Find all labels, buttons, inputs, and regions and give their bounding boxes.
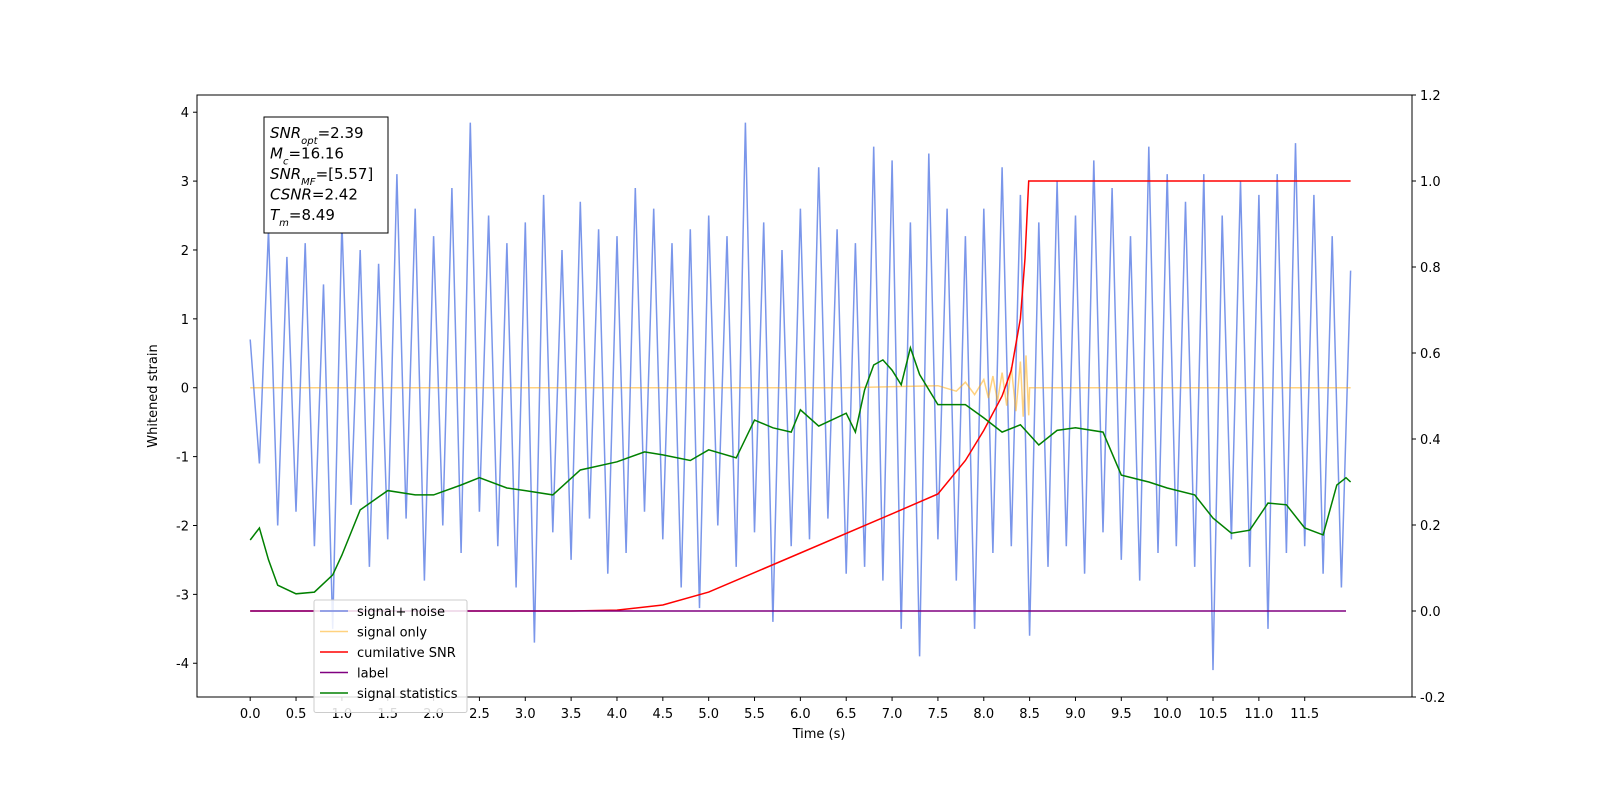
y2-tick-label: -0.2 (1420, 691, 1445, 706)
y-tick-label: -1 (176, 451, 189, 466)
axes-frame (196, 94, 1413, 698)
annotation-value: =16.16 (288, 145, 344, 163)
x-tick-label: 10.0 (1153, 707, 1182, 722)
legend-label: label (357, 667, 388, 682)
annotation-sub: m (279, 218, 289, 229)
annotation-sub: c (283, 156, 289, 167)
series-line (250, 180, 1351, 612)
series-line (250, 355, 1351, 417)
series-line (249, 345, 1352, 595)
x-tick-label: 6.0 (790, 707, 811, 722)
x-tick-label: 11.0 (1244, 707, 1273, 722)
y-tick-label: 3 (181, 175, 189, 190)
y-tick-label: -2 (176, 519, 189, 534)
annotation-line: CSNR=2.42 (270, 186, 358, 204)
legend-label: cumilative SNR (357, 646, 456, 661)
y2-tick-label: 0.8 (1420, 261, 1441, 276)
y2-tick-label: 0.4 (1420, 433, 1441, 448)
annotation-value: =8.49 (289, 206, 335, 224)
annotation-value: =2.39 (318, 124, 364, 142)
series-line (249, 122, 1352, 671)
x-tick-label: 7.5 (928, 707, 949, 722)
x-tick-label: 11.5 (1290, 707, 1319, 722)
x-tick-label: 8.5 (1019, 707, 1040, 722)
y-tick-label: 2 (181, 244, 189, 259)
annotation-box (263, 116, 389, 234)
y-tick-label: -3 (176, 588, 189, 603)
x-tick-label: 5.5 (744, 707, 765, 722)
x-tick-label: 6.5 (836, 707, 857, 722)
x-tick-label: 0.0 (240, 707, 261, 722)
legend-label: signal+ noise (357, 605, 445, 620)
annotation-base: SNR (270, 124, 301, 142)
y-tick-label: 4 (181, 106, 189, 121)
x-tick-label: 0.5 (286, 707, 307, 722)
x-tick-label: 4.5 (652, 707, 673, 722)
x-tick-label: 2.5 (469, 707, 490, 722)
y2-tick-label: 1.2 (1420, 89, 1441, 104)
annotation-value: =[5.57] (316, 165, 374, 183)
x-axis-label: Time (s) (792, 727, 846, 742)
x-tick-label: 10.5 (1199, 707, 1228, 722)
x-tick-label: 5.0 (698, 707, 719, 722)
plot-area (197, 95, 1412, 697)
x-tick-label: 3.5 (561, 707, 582, 722)
x-tick-label: 9.0 (1065, 707, 1086, 722)
annotation-line: SNRMF=[5.57] (270, 165, 373, 188)
annotation-value: =2.42 (312, 186, 358, 204)
x-tick-label: 4.0 (607, 707, 628, 722)
y-tick-label: 1 (181, 313, 189, 328)
y-tick-label: 0 (181, 382, 189, 397)
annotation-base: T (270, 206, 281, 224)
x-tick-label: 7.0 (882, 707, 903, 722)
annotation-sub: opt (301, 136, 318, 147)
legend-label: signal only (357, 626, 427, 641)
annotation-base: M (270, 145, 283, 163)
legend-box (313, 599, 468, 713)
annotation-line: SNRopt=2.39 (270, 124, 364, 147)
annotation-base: SNR (270, 165, 301, 183)
x-tick-label: 9.5 (1111, 707, 1132, 722)
y2-tick-label: 1.0 (1420, 175, 1441, 190)
x-tick-label: 8.0 (973, 707, 994, 722)
y-tick-label: -4 (176, 657, 189, 672)
y-axis-label: Whitened strain (146, 344, 161, 447)
annotation-base: CSNR (270, 186, 312, 204)
x-tick-label: 3.0 (515, 707, 536, 722)
y2-tick-label: 0.6 (1420, 347, 1441, 362)
legend-label: signal statistics (357, 687, 458, 702)
annotation-sub: MF (301, 177, 316, 188)
annotation-line: Mc=16.16 (270, 145, 344, 168)
y2-tick-label: 0.0 (1420, 605, 1441, 620)
annotation-line: Tm=8.49 (270, 206, 335, 229)
y2-tick-label: 0.2 (1420, 519, 1441, 534)
